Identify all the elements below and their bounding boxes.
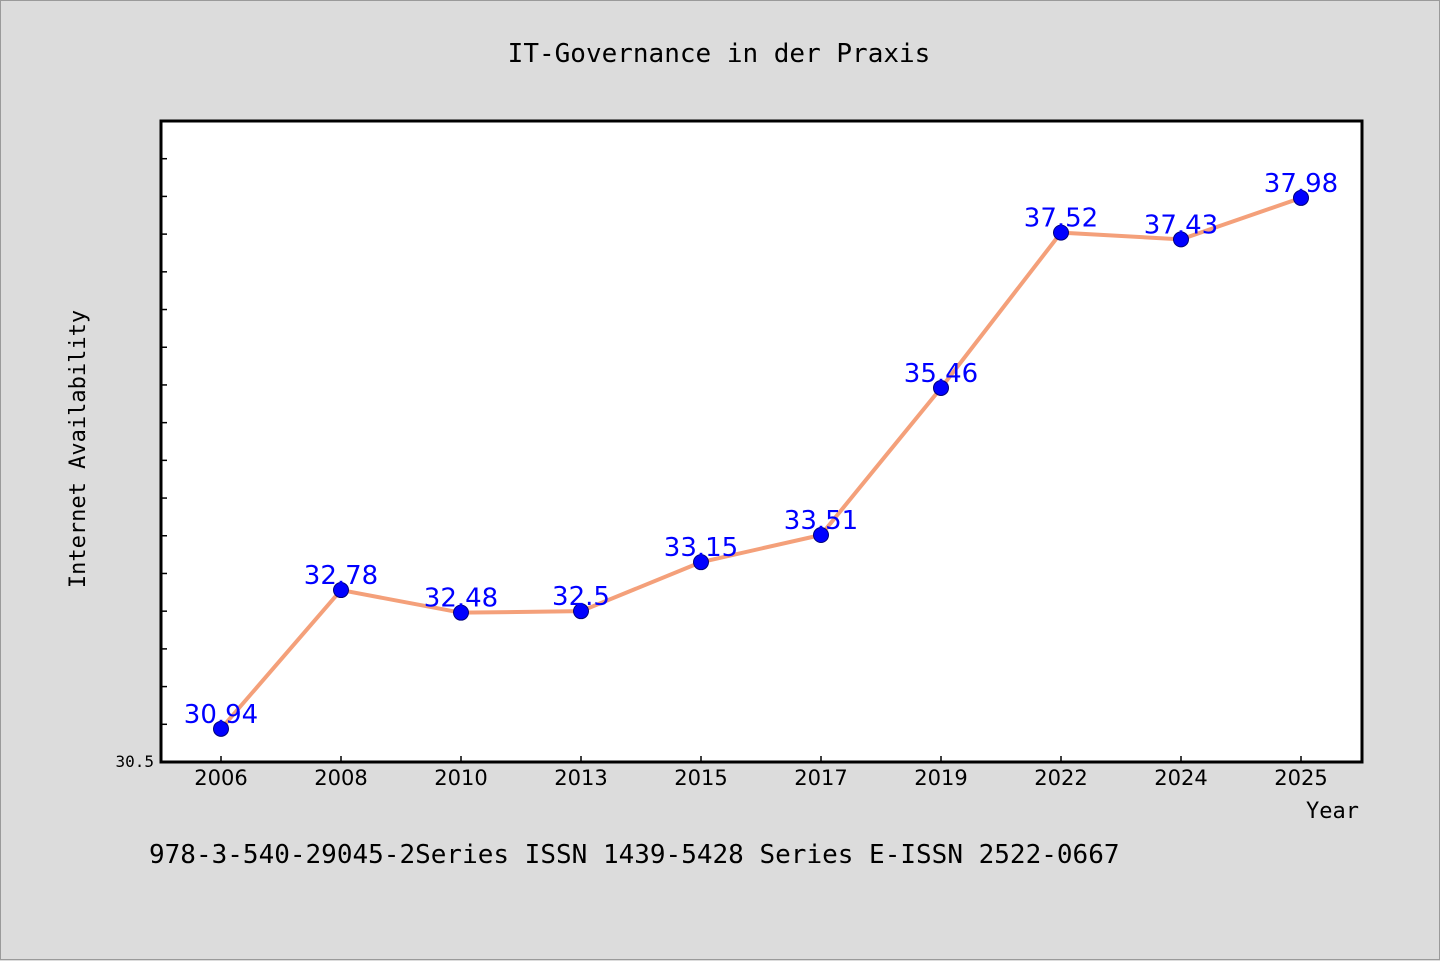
x-tick-label: 2024 (1154, 766, 1207, 790)
series-layer: 30.94 32.78 32.48 32.5 33.15 33.51 35.46 37.52 3… (184, 169, 1338, 737)
data-point (573, 603, 589, 620)
data-point (813, 527, 829, 544)
series-line (219, 195, 1303, 731)
chart-title: IT-Governance in der Praxis (508, 39, 931, 69)
x-axis-ticks: 2006 2008 2010 2013 2015 2017 2019 2022 2024 2025 (194, 756, 1328, 790)
x-tick-label: 2006 (194, 766, 247, 790)
x-tick-label: 2022 (1034, 766, 1087, 790)
data-point (453, 604, 469, 621)
x-tick-label: 2017 (794, 766, 847, 790)
data-label: 30.94 (184, 700, 258, 730)
data-label: 33.51 (784, 506, 858, 536)
data-point (1053, 224, 1069, 241)
data-point (333, 582, 349, 599)
x-tick-label: 2010 (434, 766, 487, 790)
x-axis-label: Year (1306, 799, 1359, 824)
data-label: 37.98 (1264, 169, 1338, 199)
data-point (933, 379, 949, 396)
footer-text: 978-3-540-29045-2Series ISSN 1439-5428 S… (149, 840, 1120, 870)
y-axis-label: Internet Availability (66, 310, 91, 588)
x-tick-label: 2013 (554, 766, 607, 790)
y-tick-label: 30.5 (115, 752, 154, 771)
data-label: 37.43 (1144, 210, 1218, 240)
data-label: 32.78 (304, 561, 378, 591)
data-point (213, 720, 229, 737)
data-label: 32.48 (424, 584, 498, 614)
plot-area (159, 119, 1364, 764)
data-label: 37.52 (1024, 204, 1098, 234)
x-tick-label: 2019 (914, 766, 967, 790)
x-tick-label: 2008 (314, 766, 367, 790)
data-label: 33.15 (664, 533, 738, 563)
x-tick-label: 2025 (1274, 766, 1327, 790)
y-axis-ticks (161, 157, 167, 726)
data-point (1173, 231, 1189, 248)
data-point (1293, 189, 1309, 206)
data-label: 35.46 (904, 359, 978, 389)
data-point (693, 554, 709, 571)
data-label: 32.5 (552, 582, 610, 612)
x-tick-label: 2015 (674, 766, 727, 790)
